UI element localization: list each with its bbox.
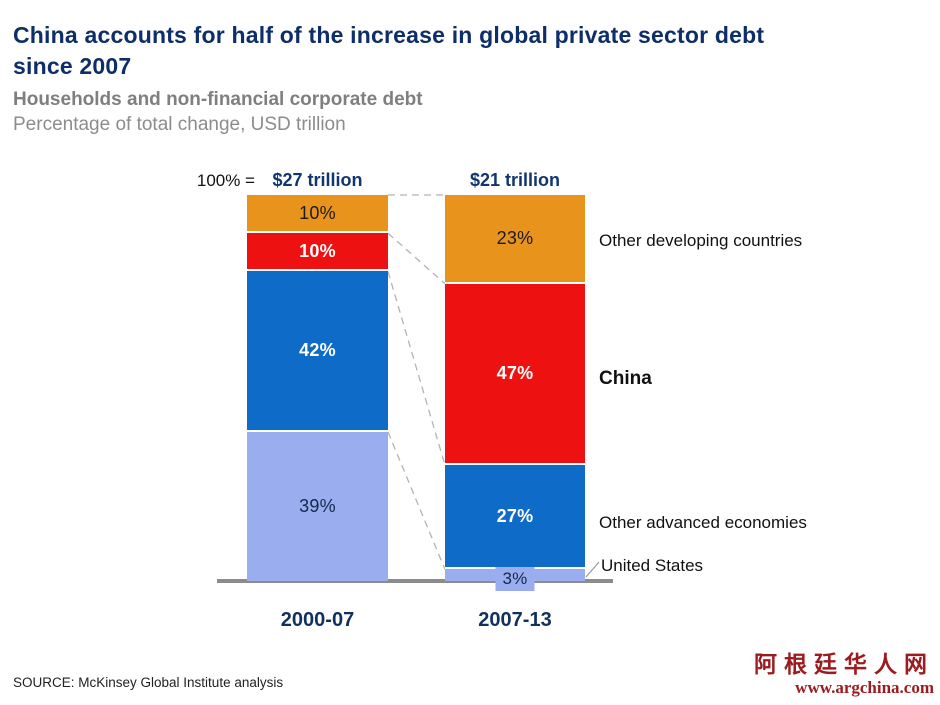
x-axis-line <box>217 579 613 583</box>
segment-2000-07-other-developing-countries: 10% <box>247 195 388 234</box>
segment-value-label: 42% <box>299 340 336 361</box>
watermark-url: www.argchina.com <box>795 678 934 697</box>
watermark: 阿根廷华人网 www.argchina.com <box>754 651 934 698</box>
segment-2007-13-other-advanced-economies: 27% <box>445 465 585 570</box>
united-states-callout-line <box>585 561 600 578</box>
segment-value-label: 39% <box>299 495 336 516</box>
legend-china: China <box>599 368 652 389</box>
connector-dashed-line <box>387 431 446 570</box>
segment-value-label: 23% <box>496 227 534 248</box>
connector-dashed-line <box>387 232 446 285</box>
segment-2007-13-china: 47% <box>445 283 585 466</box>
watermark-chinese-text: 阿根廷华人网 <box>754 652 934 677</box>
source-note: SOURCE: McKinsey Global Institute analys… <box>13 675 284 690</box>
legend-other-developing-countries: Other developing countries <box>599 231 803 250</box>
segment-value-label: 10% <box>299 202 336 223</box>
segment-2007-13-other-developing-countries: 23% <box>445 195 585 284</box>
hundred-percent-label: 100% = <box>196 171 255 190</box>
chart-subtitle-bold: Households and non-financial corporate d… <box>13 89 423 110</box>
segment-2000-07-china: 10% <box>247 233 388 272</box>
segment-value-label: 47% <box>496 362 534 383</box>
segment-2000-07-united-states: 39% <box>247 431 388 581</box>
segment-value-label: 10% <box>299 240 336 261</box>
category-label-2007-13: 2007-13 <box>478 609 552 631</box>
segment-value-label: 3% <box>495 567 535 592</box>
stacked-column-2000-07: 10% 10% 42% 39% <box>247 195 388 581</box>
segment-2007-13-united-states: 3% <box>445 567 585 592</box>
legend-other-advanced-economies: Other advanced economies <box>599 513 807 532</box>
category-label-2000-07: 2000-07 <box>280 609 355 631</box>
chart-subtitle: Percentage of total change, USD trillion <box>13 114 346 135</box>
column-total-2000-07: $27 trillion <box>272 170 363 190</box>
segment-2000-07-other-advanced-economies: 42% <box>247 271 388 432</box>
connector-dashed-line <box>387 271 446 466</box>
page-title: China accounts for half of the increase … <box>13 20 764 82</box>
page-title-line1: China accounts for half of the increase … <box>13 22 765 48</box>
legend-united-states: United States <box>601 556 704 575</box>
segment-value-label: 27% <box>496 505 534 526</box>
stacked-column-2007-13: 23% 47% 27% 3% <box>445 195 585 592</box>
page-title-line2: since 2007 <box>13 53 132 79</box>
column-total-2007-13: $21 trillion <box>469 170 561 190</box>
